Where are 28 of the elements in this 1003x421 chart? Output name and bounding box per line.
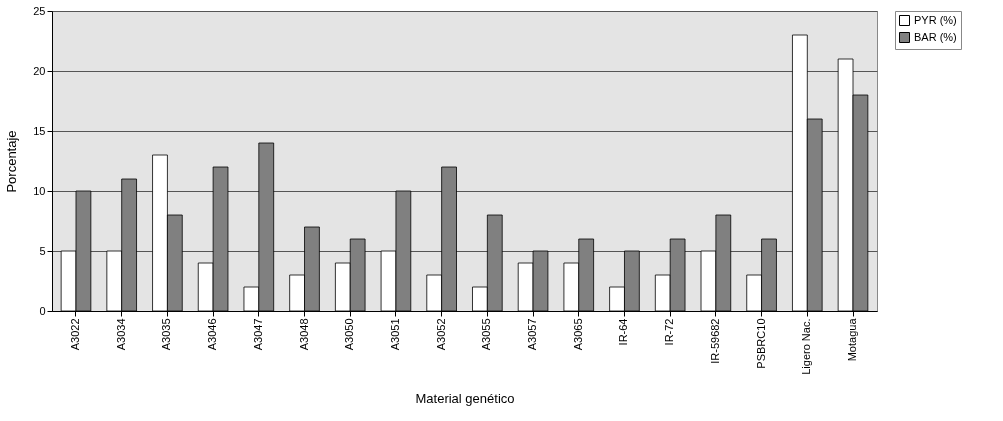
x-tick-label: A3034 [114,318,127,351]
y-tick-label: 25 [33,4,46,17]
x-tick-label: A3047 [251,318,264,351]
x-tick-label: A3048 [297,318,310,351]
x-tick-label: A3057 [526,318,539,351]
x-tick-label: A3052 [434,318,447,351]
legend-label: BAR (%) [914,30,957,43]
x-tick-label: A3065 [571,318,584,351]
x-tick-label: A3051 [388,318,401,351]
x-tick-label: PSBRC10 [754,318,767,369]
y-tick-label: 10 [33,184,46,197]
y-tick-label: 15 [33,124,46,137]
x-tick-label: IR-72 [663,318,676,346]
x-tick-label: A3055 [480,318,493,351]
x-tick-label: Motagua [846,317,858,362]
x-tick-label: A3022 [69,318,81,351]
y-axis-title: Porcentaje [4,130,20,193]
x-tick-label: Ligero Nac. [800,318,813,375]
x-tick-label: A3050 [343,318,356,351]
y-tick-label: 5 [39,244,46,257]
x-axis-title: Material genético [415,390,515,406]
x-tick-label: A3035 [160,318,173,351]
y-tick-label: 20 [33,64,46,77]
y-tick-label: 0 [39,304,46,317]
x-tick-label: IR-59682 [708,318,721,364]
x-tick-label: A3046 [206,318,219,351]
legend-label: PYR (%) [914,13,957,26]
x-tick-label: IR-64 [617,318,630,346]
